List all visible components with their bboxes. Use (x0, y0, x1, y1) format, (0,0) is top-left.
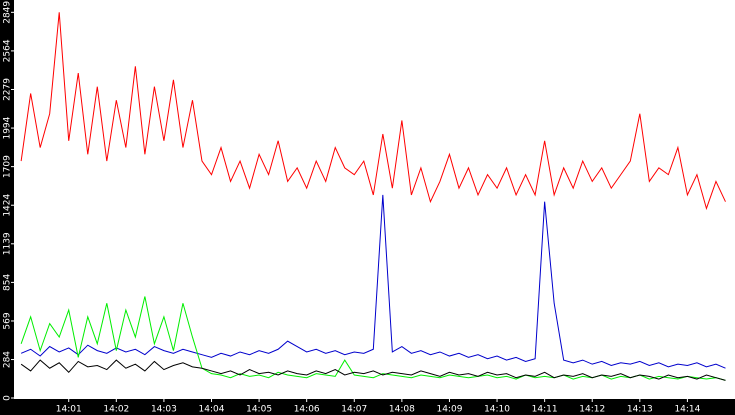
series-line (20, 12, 726, 211)
series-line (20, 194, 726, 369)
x-tick-label: 14:14 (674, 405, 700, 415)
y-tick-label: 1994 (3, 116, 13, 139)
x-axis-strip (0, 399, 735, 415)
y-tick-label: 1709 (3, 155, 13, 178)
y-tick-label: 1139 (3, 232, 13, 255)
x-tick-label: 14:12 (579, 405, 605, 415)
y-tick-label: 569 (3, 312, 13, 329)
y-axis-strip (0, 0, 14, 415)
x-tick-label: 14:07 (341, 405, 367, 415)
series-line (20, 296, 726, 381)
x-tick-label: 14:10 (484, 405, 510, 415)
x-tick-label: 14:13 (627, 405, 653, 415)
y-tick-label: 0 (3, 395, 13, 401)
y-tick-label: 854 (3, 274, 13, 291)
x-tick-label: 14:05 (246, 405, 272, 415)
y-tick-label: 2279 (3, 78, 13, 101)
x-tick-label: 14:03 (151, 405, 177, 415)
x-tick-label: 14:02 (103, 405, 129, 415)
x-tick-label: 14:06 (294, 405, 320, 415)
series-line (20, 359, 726, 381)
y-tick-label: 1424 (3, 194, 13, 217)
x-tick-label: 14:01 (56, 405, 82, 415)
x-tick-label: 14:08 (389, 405, 415, 415)
y-tick-label: 2564 (3, 39, 13, 62)
y-tick-label: 2849 (3, 1, 13, 24)
x-tick-label: 14:11 (532, 405, 558, 415)
x-tick-label: 14:09 (436, 405, 462, 415)
x-tick-label: 14:04 (199, 405, 225, 415)
y-tick-label: 284 (3, 351, 13, 368)
